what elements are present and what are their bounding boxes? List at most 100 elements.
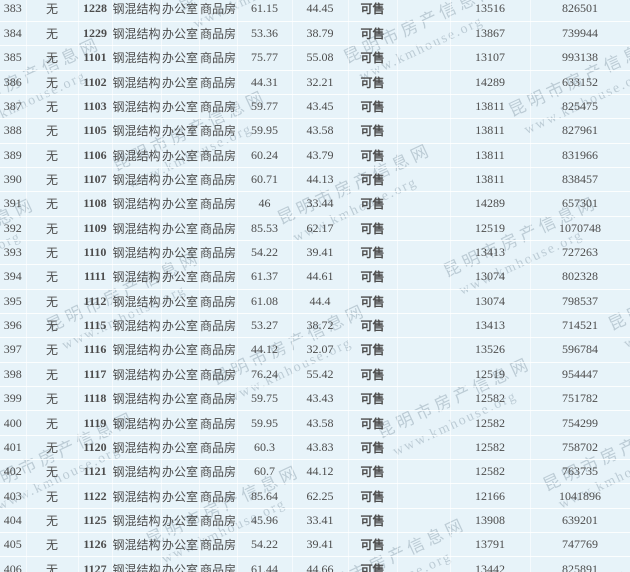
room-number-link[interactable]: 1120 — [78, 435, 113, 461]
status-badge: 可售 — [348, 45, 398, 71]
limit-cell: 无 — [26, 118, 79, 144]
gap-cell — [397, 143, 451, 168]
limit-cell: 无 — [26, 556, 79, 572]
gap-cell — [397, 313, 451, 339]
room-number-link[interactable]: 1118 — [78, 386, 113, 412]
room-number-link[interactable]: 1107 — [78, 167, 113, 193]
house-type-cell: 商品房 — [199, 94, 238, 120]
status-badge: 可售 — [348, 21, 398, 47]
limit-cell: 无 — [26, 216, 79, 241]
unit-price-cell: 13074 — [450, 289, 531, 314]
usage-cell: 办公室 — [161, 240, 200, 266]
room-number-link[interactable]: 1125 — [78, 508, 113, 534]
table-row: 392 无 1109 钢混结构 办公室 商品房 85.53 62.17 可售 1… — [0, 216, 630, 241]
room-number-link[interactable]: 1111 — [78, 264, 113, 290]
room-number-link[interactable]: 1116 — [78, 337, 113, 363]
total-price-cell: 826501 — [530, 0, 630, 22]
room-number-link[interactable]: 1105 — [78, 118, 113, 144]
table-row: 394 无 1111 钢混结构 办公室 商品房 61.37 44.61 可售 1… — [0, 264, 630, 290]
table-row: 388 无 1105 钢混结构 办公室 商品房 59.95 43.58 可售 1… — [0, 118, 630, 144]
unit-price-cell: 13811 — [450, 143, 531, 168]
build-area-cell: 44.12 — [237, 337, 293, 363]
build-area-cell: 85.53 — [237, 216, 293, 241]
gap-cell — [397, 216, 451, 241]
total-price-cell: 838457 — [530, 167, 630, 193]
inner-area-cell: 43.58 — [292, 118, 349, 144]
room-number-link[interactable]: 1122 — [78, 483, 113, 509]
inner-area-cell: 44.61 — [292, 264, 349, 290]
house-type-cell: 商品房 — [199, 362, 238, 388]
status-badge: 可售 — [348, 483, 398, 509]
usage-cell: 办公室 — [161, 45, 200, 71]
gap-cell — [397, 264, 451, 290]
room-number-link[interactable]: 1121 — [78, 459, 113, 485]
table-row: 390 无 1107 钢混结构 办公室 商品房 60.71 44.13 可售 1… — [0, 167, 630, 193]
row-index: 384 — [0, 21, 27, 47]
inner-area-cell: 44.4 — [292, 289, 349, 314]
structure-cell: 钢混结构 — [112, 508, 162, 534]
limit-cell: 无 — [26, 45, 79, 71]
row-index: 403 — [0, 483, 27, 509]
room-number-link[interactable]: 1228 — [78, 0, 113, 22]
room-number-link[interactable]: 1115 — [78, 313, 113, 339]
house-type-cell: 商品房 — [199, 313, 238, 339]
room-number-link[interactable]: 1127 — [78, 556, 113, 572]
build-area-cell: 85.64 — [237, 483, 293, 509]
usage-cell: 办公室 — [161, 94, 200, 120]
structure-cell: 钢混结构 — [112, 94, 162, 120]
room-number-link[interactable]: 1110 — [78, 240, 113, 266]
build-area-cell: 59.95 — [237, 118, 293, 144]
structure-cell: 钢混结构 — [112, 191, 162, 217]
limit-cell: 无 — [26, 143, 79, 168]
gap-cell — [397, 0, 451, 22]
row-index: 399 — [0, 386, 27, 412]
total-price-cell: 657301 — [530, 191, 630, 217]
room-number-link[interactable]: 1229 — [78, 21, 113, 47]
total-price-cell: 802328 — [530, 264, 630, 290]
limit-cell: 无 — [26, 508, 79, 534]
status-badge: 可售 — [348, 362, 398, 388]
total-price-cell: 825475 — [530, 94, 630, 120]
status-badge: 可售 — [348, 118, 398, 144]
build-area-cell: 76.24 — [237, 362, 293, 388]
usage-cell: 办公室 — [161, 483, 200, 509]
structure-cell: 钢混结构 — [112, 167, 162, 193]
room-number-link[interactable]: 1106 — [78, 143, 113, 168]
unit-price-cell: 13107 — [450, 45, 531, 71]
room-number-link[interactable]: 1109 — [78, 216, 113, 241]
room-number-link[interactable]: 1112 — [78, 289, 113, 314]
room-number-link[interactable]: 1126 — [78, 532, 113, 558]
unit-price-cell: 13413 — [450, 313, 531, 339]
structure-cell: 钢混结构 — [112, 0, 162, 22]
build-area-cell: 45.96 — [237, 508, 293, 534]
total-price-cell: 763735 — [530, 459, 630, 485]
structure-cell: 钢混结构 — [112, 386, 162, 412]
room-number-link[interactable]: 1102 — [78, 70, 113, 95]
limit-cell: 无 — [26, 313, 79, 339]
room-number-link[interactable]: 1103 — [78, 94, 113, 120]
status-badge: 可售 — [348, 289, 398, 314]
room-number-link[interactable]: 1108 — [78, 191, 113, 217]
row-index: 390 — [0, 167, 27, 193]
unit-price-cell: 13413 — [450, 240, 531, 266]
build-area-cell: 53.27 — [237, 313, 293, 339]
room-number-link[interactable]: 1119 — [78, 410, 113, 436]
inner-area-cell: 33.41 — [292, 508, 349, 534]
row-index: 395 — [0, 289, 27, 314]
table-row: 397 无 1116 钢混结构 办公室 商品房 44.12 32.07 可售 1… — [0, 337, 630, 363]
status-badge: 可售 — [348, 240, 398, 266]
structure-cell: 钢混结构 — [112, 556, 162, 572]
status-badge: 可售 — [348, 0, 398, 22]
structure-cell: 钢混结构 — [112, 45, 162, 71]
room-number-link[interactable]: 1101 — [78, 45, 113, 71]
structure-cell: 钢混结构 — [112, 264, 162, 290]
house-type-cell: 商品房 — [199, 167, 238, 193]
structure-cell: 钢混结构 — [112, 337, 162, 363]
row-index: 393 — [0, 240, 27, 266]
total-price-cell: 954447 — [530, 362, 630, 388]
build-area-cell: 59.95 — [237, 410, 293, 436]
build-area-cell: 61.44 — [237, 556, 293, 572]
total-price-cell: 714521 — [530, 313, 630, 339]
unit-price-cell: 13811 — [450, 94, 531, 120]
room-number-link[interactable]: 1117 — [78, 362, 113, 388]
